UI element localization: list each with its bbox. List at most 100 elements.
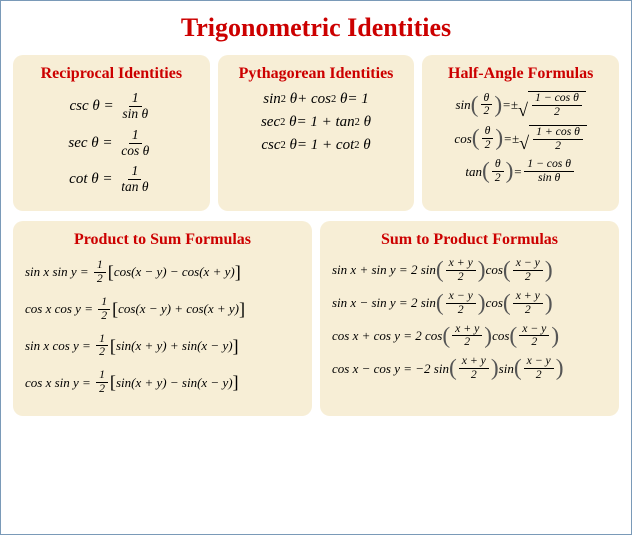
card-halfangle: Half-Angle Formulas sin θ2 = ± 1 − cos θ… xyxy=(422,55,619,211)
arg-den: 2 xyxy=(482,139,494,152)
card-reciprocal: Reciprocal Identities csc θ = 1 sin θ se… xyxy=(13,55,210,211)
coef: 2 sin xyxy=(411,262,436,278)
arg-den: 2 xyxy=(492,172,504,185)
eq-half-cos: cos θ2 = ± 1 + cos θ2 xyxy=(434,125,607,153)
b-den: 2 xyxy=(533,369,545,382)
mid: cos xyxy=(486,262,503,278)
eq-lhs: sin x − sin y xyxy=(332,295,396,311)
paren: θ2 xyxy=(482,158,513,185)
b-num: x − y xyxy=(513,257,543,271)
frac-num: 1 xyxy=(129,128,142,144)
arg-den: 2 xyxy=(480,105,492,118)
bracket: sin(x + y) + sin(x − y) xyxy=(110,338,239,354)
r-num: 1 − cos θ xyxy=(532,92,582,106)
body: sin(x + y) − sin(x − y) xyxy=(116,375,233,391)
c-den: 2 xyxy=(98,310,110,323)
eq-lhs: csc θ xyxy=(70,98,100,115)
mid: cos xyxy=(492,328,509,344)
pm-sign: ± xyxy=(512,131,519,147)
sqrt: 1 + cos θ2 xyxy=(519,125,587,153)
row-top: Reciprocal Identities csc θ = 1 sin θ se… xyxy=(13,55,619,211)
eq-lhs: cos x cos y xyxy=(25,301,81,317)
c-den: 2 xyxy=(96,383,108,396)
body: cos(x − y) − cos(x + y) xyxy=(114,264,235,280)
frac: 1 cos θ xyxy=(118,128,152,159)
bracket: sin(x + y) − sin(x − y) xyxy=(110,375,239,391)
eq-sec: sec θ = 1 cos θ xyxy=(25,128,198,159)
eq-s2p-3: cos x + cos y = 2 cos x + y2 cos x − y2 xyxy=(332,323,607,350)
eq-lhs: cos x sin y xyxy=(25,375,79,391)
fn-label: sin xyxy=(456,97,471,113)
card-title-prod2sum: Product to Sum Formulas xyxy=(25,231,300,249)
eq-cot: cot θ = 1 tan θ xyxy=(25,164,198,195)
card-title-reciprocal: Reciprocal Identities xyxy=(25,65,198,83)
row-bottom: Product to Sum Formulas sin x sin y = 12… xyxy=(13,221,619,416)
eq-p2s-4: cos x sin y = 12 sin(x + y) − sin(x − y) xyxy=(25,369,300,396)
r-num: 1 + cos θ xyxy=(533,126,583,140)
fn-label: tan xyxy=(465,164,482,180)
a-num: x + y xyxy=(459,355,489,369)
bracket: cos(x − y) − cos(x + y) xyxy=(108,264,241,280)
page-title: Trigonometric Identities xyxy=(13,13,619,43)
b-den: 2 xyxy=(528,336,540,349)
a-den: 2 xyxy=(468,369,480,382)
a-den: 2 xyxy=(455,304,467,317)
bracket: cos(x − y) + cos(x + y) xyxy=(112,301,245,317)
a-num: x + y xyxy=(452,323,482,337)
a-den: 2 xyxy=(461,336,473,349)
eq-half-tan: tan θ2 = 1 − cos θsin θ xyxy=(434,158,607,185)
b-num: x − y xyxy=(519,323,549,337)
c-num: 1 xyxy=(98,296,110,310)
eq-lhs: sin x cos y xyxy=(25,338,79,354)
eq-p2s-2: cos x cos y = 12 cos(x − y) + cos(x + y) xyxy=(25,296,300,323)
eq-lhs: sin x + sin y xyxy=(332,262,396,278)
frac-den: cos θ xyxy=(118,144,152,159)
eq-csc: csc θ = 1 sin θ xyxy=(25,91,198,122)
fn-label: cos xyxy=(454,131,471,147)
body: cos(x − y) + cos(x + y) xyxy=(118,301,239,317)
card-prod2sum: Product to Sum Formulas sin x sin y = 12… xyxy=(13,221,312,416)
frac-den: sin θ xyxy=(119,107,151,122)
frac-num: 1 xyxy=(128,164,141,180)
c-den: 2 xyxy=(94,273,106,286)
sqrt: 1 − cos θ2 xyxy=(518,91,586,119)
card-title-sum2prod: Sum to Product Formulas xyxy=(332,231,607,249)
frac-num: 1 xyxy=(129,91,142,107)
page-container: Trigonometric Identities Reciprocal Iden… xyxy=(0,0,632,535)
c-num: 1 xyxy=(94,259,106,273)
frac: 1 sin θ xyxy=(119,91,151,122)
coef: 2 cos xyxy=(415,328,442,344)
eq-pyth3: csc2 θ = 1 + cot2 θ xyxy=(230,137,403,154)
eq-pyth2: sec2 θ = 1 + tan2 θ xyxy=(230,114,403,131)
eq-lhs: cos x − cos y xyxy=(332,361,400,377)
r-num: 1 − cos θ xyxy=(524,158,574,172)
a-num: x + y xyxy=(446,257,476,271)
eq-lhs: sec θ xyxy=(68,135,98,152)
eq-s2p-4: cos x − cos y = −2 sin x + y2 sin x − y2 xyxy=(332,355,607,382)
b-num: x + y xyxy=(513,290,543,304)
frac: 1 tan θ xyxy=(118,164,151,195)
paren: θ2 xyxy=(472,125,503,152)
eq-p2s-1: sin x sin y = 12 cos(x − y) − cos(x + y) xyxy=(25,259,300,286)
b-num: x − y xyxy=(524,355,554,369)
c-den: 2 xyxy=(96,346,108,359)
card-pythagorean: Pythagorean Identities sin2 θ + cos2 θ =… xyxy=(218,55,415,211)
mid: sin xyxy=(499,361,514,377)
arg-num: θ xyxy=(492,158,504,172)
eq-p2s-3: sin x cos y = 12 sin(x + y) + sin(x − y) xyxy=(25,333,300,360)
eq-lhs: cos x + cos y xyxy=(332,328,400,344)
eq-lhs: sin x sin y xyxy=(25,264,77,280)
frac: 1 − cos θsin θ xyxy=(524,158,574,185)
b-den: 2 xyxy=(522,271,534,284)
coef: −2 sin xyxy=(415,361,449,377)
r-den: 2 xyxy=(551,106,563,119)
eq-s2p-2: sin x − sin y = 2 sin x − y2 cos x + y2 xyxy=(332,290,607,317)
paren: θ2 xyxy=(471,92,502,119)
r-den: sin θ xyxy=(535,172,563,185)
pm-sign: ± xyxy=(511,97,518,113)
a-den: 2 xyxy=(455,271,467,284)
coef: 2 sin xyxy=(411,295,436,311)
frac-den: tan θ xyxy=(118,180,151,195)
arg-num: θ xyxy=(481,92,493,106)
card-title-halfangle: Half-Angle Formulas xyxy=(434,65,607,83)
